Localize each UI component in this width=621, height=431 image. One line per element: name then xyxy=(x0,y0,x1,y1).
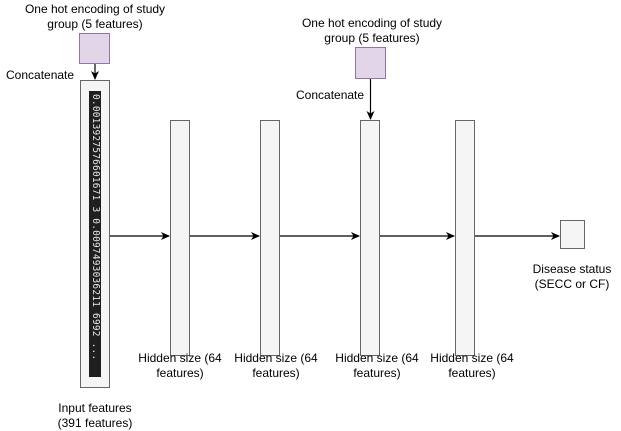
input-vector-strip: 0.0013927576601671 3 0.0097493036211 699… xyxy=(89,91,101,377)
output-box xyxy=(560,220,585,249)
encoding-1-label: One hot encoding of study group (5 featu… xyxy=(24,2,166,31)
hidden-layer-3-label: Hidden size (64 features) xyxy=(335,351,419,380)
hidden-layer-3-box xyxy=(360,120,380,356)
encoding-1-box xyxy=(79,33,110,64)
hidden-layer-2-label: Hidden size (64 features) xyxy=(234,351,318,380)
hidden-layer-1-label: Hidden size (64 features) xyxy=(138,351,222,380)
hidden-layer-1-box xyxy=(170,120,190,356)
output-label: Disease status (SECC or CF) xyxy=(532,262,612,291)
hidden-layer-4-label: Hidden size (64 features) xyxy=(430,351,514,380)
concat-2-label: Concatenate xyxy=(296,88,365,102)
concat-1-label: Concatenate xyxy=(6,68,75,82)
hidden-layer-2-box xyxy=(260,120,280,356)
input-features-label: Input features (391 features) xyxy=(57,401,133,430)
hidden-layer-4-box xyxy=(455,120,475,356)
encoding-2-label: One hot encoding of study group (5 featu… xyxy=(301,16,443,45)
encoding-2-box xyxy=(355,47,386,79)
